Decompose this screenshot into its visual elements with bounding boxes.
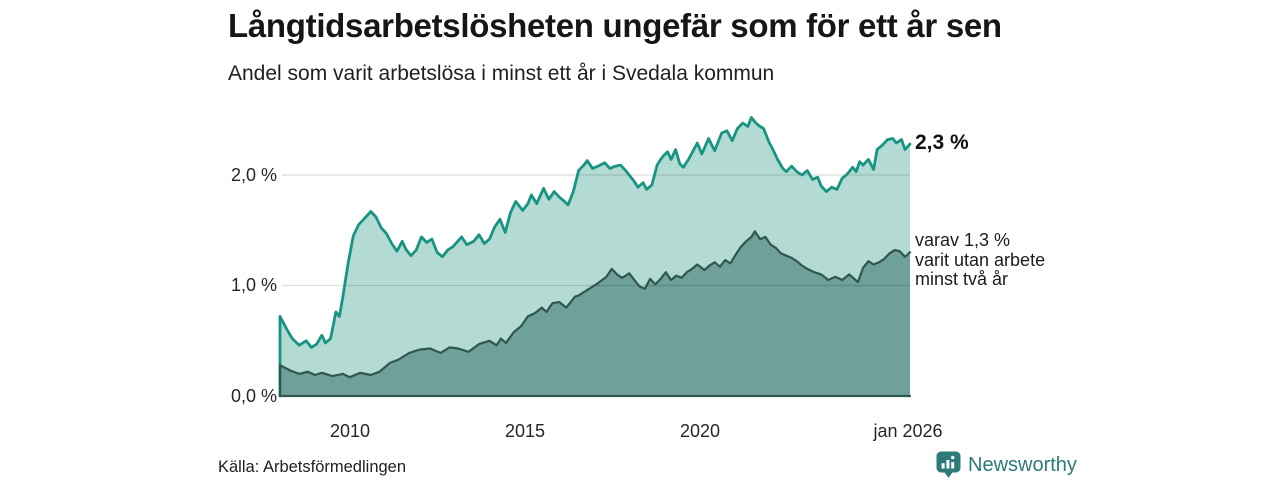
series-two-years-area — [280, 231, 910, 396]
y-axis-tick-label-1: 1,0 % — [230, 275, 277, 295]
series-two-years-annotation: varav 1,3 % varit utan arbete minst två … — [915, 231, 1045, 290]
page-subtitle: Andel som varit arbetslösa i minst ett å… — [228, 62, 775, 85]
page-title: Långtidsarbetslösheten ungefär som för e… — [228, 7, 1002, 44]
annotation-line-3: minst två år — [915, 269, 1009, 290]
series-two-years-line — [278, 230, 912, 398]
series-total-line — [278, 116, 912, 398]
x-axis-tick-label-2020: 2020 — [679, 421, 721, 441]
y-axis-tick-label-2: 2,0 % — [230, 165, 277, 185]
newsworthy-wordmark: Newsworthy — [968, 453, 1077, 476]
source-note: Källa: Arbetsförmedlingen — [218, 458, 407, 476]
x-axis-tick-label-2015: 2015 — [504, 421, 546, 441]
newsworthy-brand-link[interactable]: Newsworthy — [936, 451, 1077, 479]
x-axis-tick-label-2010: 2010 — [329, 421, 371, 441]
annotation-line-2: varit utan arbete — [915, 249, 1046, 270]
y-axis-tick-label-0: 0,0 % — [230, 386, 277, 406]
newsworthy-logo-icon — [936, 451, 961, 479]
annotation-line-1: varav 1,3 % — [915, 230, 1011, 251]
series-total-end-value-label: 2,3 % — [915, 131, 969, 155]
x-axis-tick-label-jan2026: jan 2026 — [873, 421, 943, 441]
